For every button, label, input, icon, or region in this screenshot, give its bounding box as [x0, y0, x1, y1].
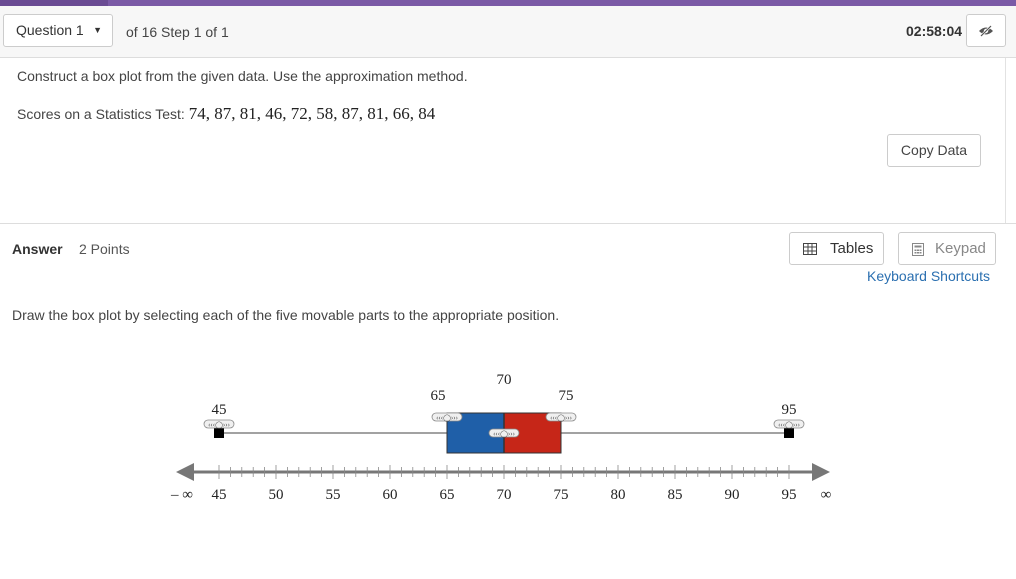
axis-tick-label: 85 — [668, 487, 683, 503]
pos-infinity-label: ∞ — [821, 487, 832, 503]
max-drag-handle[interactable]: ‹‹‹◯››› — [773, 419, 805, 429]
q3-drag-handle[interactable]: ‹‹‹◯››› — [545, 412, 577, 422]
q1-value-label: 65 — [431, 388, 446, 404]
table-icon — [803, 243, 817, 255]
question-progress: of 16 Step 1 of 1 — [126, 24, 229, 40]
data-values: 74, 87, 81, 46, 72, 58, 87, 81, 66, 84 — [188, 104, 436, 123]
calculator-icon — [912, 243, 924, 256]
neg-infinity-label: – ∞ — [170, 487, 193, 503]
data-label: Scores on a Statistics Test: — [17, 106, 185, 122]
question-select-label: Question 1 — [16, 22, 84, 38]
number-line-left-arrow — [176, 463, 194, 481]
answer-instruction: Draw the box plot by selecting each of t… — [12, 307, 560, 323]
top-accent-bar — [0, 0, 1016, 6]
hide-timer-button[interactable] — [966, 14, 1006, 47]
axis-tick-label: 45 — [212, 487, 227, 503]
keypad-button[interactable]: Keypad — [898, 232, 996, 265]
min-value-label: 45 — [212, 402, 227, 418]
timer: 02:58:04 — [906, 23, 963, 39]
points-label: 2 Points — [79, 241, 130, 257]
minor-ticks — [218, 465, 790, 479]
chevron-down-icon: ▼ — [93, 25, 102, 35]
svg-text:‹‹‹◯›››: ‹‹‹◯››› — [778, 421, 800, 429]
svg-text:‹‹‹◯›››: ‹‹‹◯››› — [436, 414, 458, 422]
svg-text:‹‹‹◯›››: ‹‹‹◯››› — [208, 421, 230, 429]
axis-tick-label: 90 — [725, 487, 740, 503]
axis-tick-label: 95 — [782, 487, 797, 503]
keypad-label: Keypad — [935, 240, 986, 257]
axis-tick-label: 70 — [497, 487, 512, 503]
q1-drag-handle[interactable]: ‹‹‹◯››› — [431, 412, 463, 422]
axis-tick-label: 60 — [383, 487, 398, 503]
keyboard-shortcuts-link[interactable]: Keyboard Shortcuts — [867, 268, 990, 284]
number-line-right-arrow — [812, 463, 830, 481]
answer-label: Answer — [12, 241, 63, 257]
question-header: Question 1 ▼ of 16 Step 1 of 1 02:58:04 — [0, 6, 1016, 58]
question-panel: Construct a box plot from the given data… — [2, 58, 1006, 223]
question-data: Scores on a Statistics Test: 74, 87, 81,… — [17, 104, 435, 124]
copy-data-button[interactable]: Copy Data — [887, 134, 981, 167]
axis-tick-labels: 45 50 55 60 65 70 75 80 85 90 95 — [212, 487, 797, 503]
min-endpoint[interactable] — [214, 428, 224, 438]
median-value-label: 70 — [497, 372, 512, 388]
axis-tick-label: 80 — [611, 487, 626, 503]
top-accent-segment — [0, 0, 108, 6]
axis-tick-label: 55 — [326, 487, 341, 503]
max-endpoint[interactable] — [784, 428, 794, 438]
axis-tick-label: 50 — [269, 487, 284, 503]
question-prompt: Construct a box plot from the given data… — [17, 68, 468, 84]
max-value-label: 95 — [782, 402, 797, 418]
svg-text:‹‹‹◯›››: ‹‹‹◯››› — [550, 414, 572, 422]
min-drag-handle[interactable]: ‹‹‹◯››› — [203, 419, 235, 429]
median-drag-handle[interactable]: ‹‹‹◯››› — [488, 428, 520, 438]
tables-button[interactable]: Tables — [789, 232, 884, 265]
axis-tick-label: 75 — [554, 487, 569, 503]
svg-text:‹‹‹◯›››: ‹‹‹◯››› — [493, 430, 515, 438]
q3-value-label: 75 — [559, 388, 574, 404]
axis-tick-label: 65 — [440, 487, 455, 503]
question-select[interactable]: Question 1 ▼ — [3, 14, 113, 47]
tables-label: Tables — [830, 240, 874, 257]
eye-slash-icon — [979, 25, 993, 37]
section-divider — [0, 223, 1016, 224]
